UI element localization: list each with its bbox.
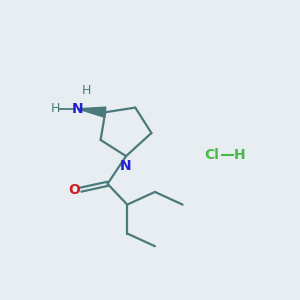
- Text: N: N: [120, 159, 132, 173]
- Text: H: H: [233, 148, 245, 162]
- Text: H: H: [51, 102, 60, 115]
- Text: H: H: [82, 84, 92, 97]
- Polygon shape: [77, 107, 106, 117]
- Text: O: O: [69, 183, 80, 196]
- Text: Cl: Cl: [204, 148, 219, 162]
- Text: N: N: [72, 102, 83, 116]
